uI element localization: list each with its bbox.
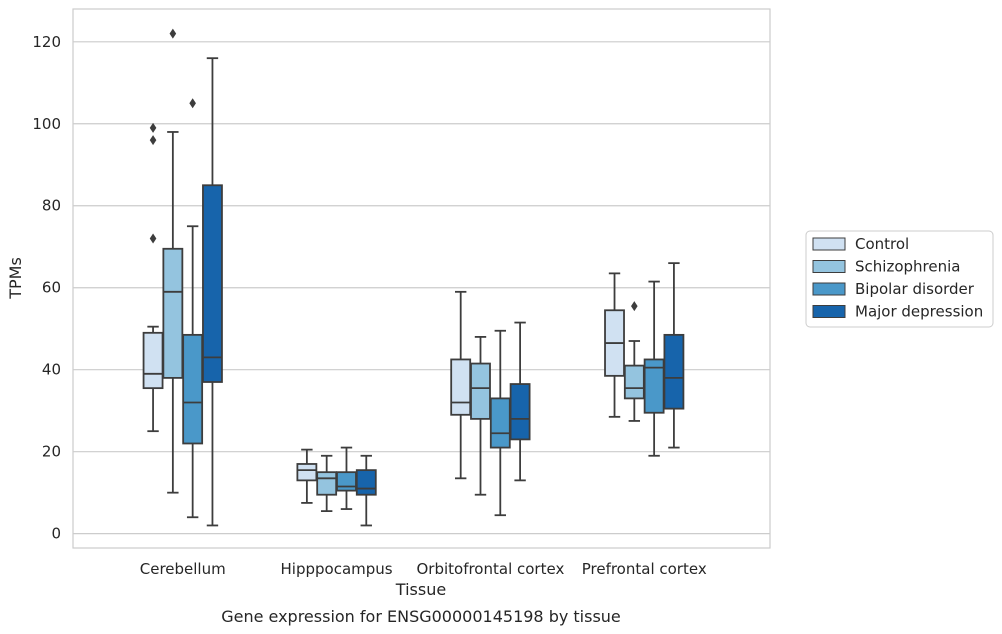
legend-entry: Control [855, 235, 909, 253]
outlier-point [631, 301, 638, 312]
box-body [142, 331, 164, 390]
box-0-2 [182, 98, 204, 519]
legend: Control Schizophrenia Bipolar disorder Majo… [805, 230, 994, 328]
y-tick-label: 100 [32, 115, 61, 133]
outlier-point [169, 28, 177, 39]
outlier-point [189, 98, 196, 109]
box-3-3 [663, 262, 685, 449]
box-3-2 [643, 280, 665, 457]
box-body [182, 333, 204, 445]
x-tick-label: Cerebellum [140, 560, 226, 578]
box-2-3 [509, 321, 531, 482]
box-1-2 [336, 446, 357, 510]
box-2-0 [450, 290, 472, 480]
box-groups [142, 28, 685, 527]
box-body [663, 333, 685, 410]
box-2-1 [470, 336, 491, 496]
y-tick-label: 120 [32, 33, 61, 51]
box-3-0 [604, 272, 625, 418]
legend-swatch [812, 305, 846, 318]
box-body [316, 471, 338, 496]
legend-swatch [812, 282, 846, 296]
x-axis-title: Tissue [395, 580, 446, 599]
legend-entry: Major depression [855, 303, 983, 321]
outlier-point [149, 135, 157, 146]
x-tick-labels: Cerebellum Hipppocampus Orbitofrontal cort… [140, 560, 707, 578]
chart-caption: Gene expression for ENSG00000145198 by t… [221, 607, 621, 626]
legend-swatch [812, 260, 846, 273]
box-body [162, 247, 184, 379]
outlier-point [149, 233, 157, 244]
legend-swatch [812, 237, 846, 251]
y-tick-labels: 0 20 40 60 80 100 120 [32, 33, 61, 543]
box-2-2 [489, 329, 511, 517]
box-body [470, 362, 491, 420]
y-tick-label: 60 [42, 279, 61, 297]
box-3-1 [623, 301, 645, 422]
box-body [336, 471, 357, 492]
outlier-point [149, 122, 157, 133]
box-0-1 [162, 28, 184, 494]
y-tick-label: 0 [51, 525, 61, 543]
x-tick-label: Hipppocampus [281, 560, 393, 578]
y-tick-label: 40 [42, 361, 61, 379]
box-1-1 [316, 454, 338, 513]
legend-entry: Bipolar disorder [855, 280, 975, 298]
box-body [450, 358, 472, 416]
box-body [489, 397, 511, 449]
box-0-3 [202, 57, 223, 527]
box-body [202, 184, 223, 383]
plot-area [72, 8, 771, 549]
box-body [355, 469, 377, 496]
box-body [296, 463, 318, 482]
box-1-3 [355, 454, 377, 527]
y-tick-label: 80 [42, 197, 61, 215]
box-1-0 [296, 448, 318, 504]
box-body [509, 383, 531, 441]
box-body [623, 364, 645, 400]
legend-frame [805, 230, 994, 328]
y-axis-title: TPMs [6, 257, 25, 300]
x-tick-label: Prefrontal cortex [582, 560, 707, 578]
x-tick-label: Orbitofrontal cortex [416, 560, 564, 578]
y-tick-label: 20 [42, 443, 61, 461]
legend-entry: Schizophrenia [855, 258, 960, 276]
